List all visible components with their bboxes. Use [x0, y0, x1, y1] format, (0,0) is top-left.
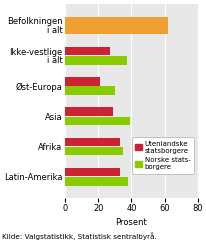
Bar — [65, 117, 129, 125]
Bar — [65, 168, 119, 176]
Bar — [65, 147, 123, 155]
X-axis label: Prosent: Prosent — [115, 218, 147, 227]
Bar — [65, 56, 126, 65]
Bar — [65, 77, 100, 86]
Bar — [65, 107, 113, 116]
Legend: Utenlandske
statsborgere, Norske stats-
borgere: Utenlandske statsborgere, Norske stats- … — [131, 137, 193, 174]
Bar — [65, 177, 128, 186]
Bar — [65, 87, 114, 95]
Bar — [65, 138, 119, 146]
Text: Kilde: Valgstatistikk, Statistisk sentralbyrå.: Kilde: Valgstatistikk, Statistisk sentra… — [2, 232, 156, 240]
Bar — [65, 47, 109, 55]
Bar — [65, 17, 167, 34]
